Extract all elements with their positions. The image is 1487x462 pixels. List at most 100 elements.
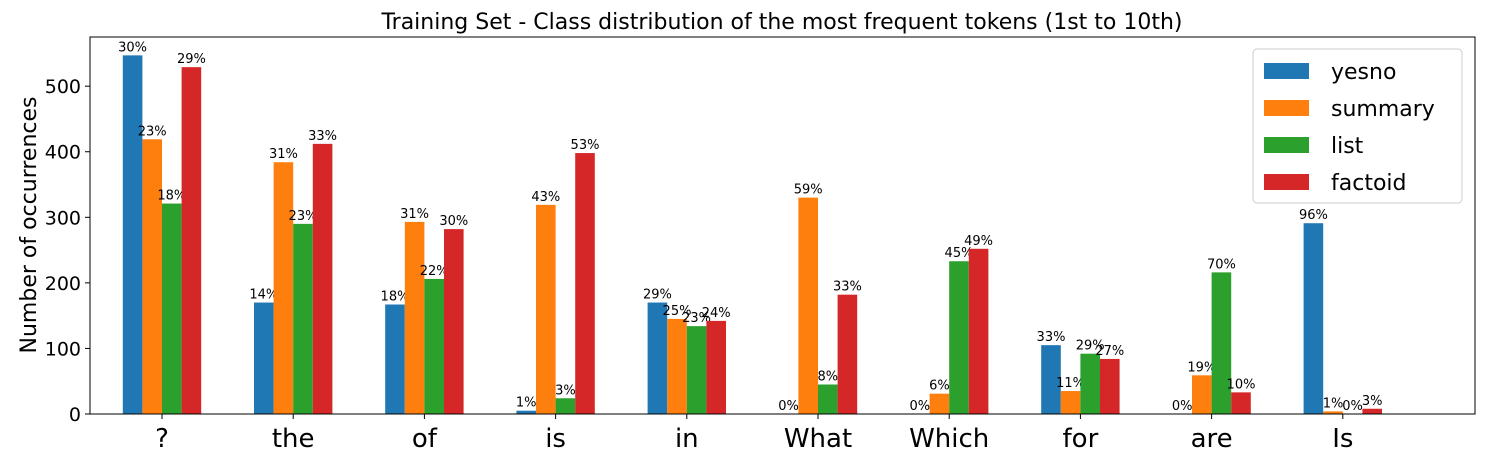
bar-summary-3: [536, 204, 556, 414]
bar-summary-5: [798, 197, 818, 414]
bar-factoid-1: [312, 143, 333, 414]
bar-label-summary-9: 1%: [1323, 396, 1344, 411]
y-axis-label: Number of occurrences: [17, 97, 42, 354]
x-tick-label: Which: [909, 424, 989, 454]
y-tick-label: 500: [45, 76, 81, 98]
bar-label-yesno-8: 0%: [1172, 399, 1193, 414]
bar-label-yesno-9: 96%: [1299, 208, 1328, 223]
legend-swatch-list: [1264, 137, 1309, 153]
legend-label-yesno: yesno: [1331, 60, 1396, 85]
bar-label-list-5: 8%: [817, 370, 838, 385]
x-tick-label: What: [784, 424, 852, 454]
bar-label-list-0: 18%: [157, 189, 186, 204]
bar-yesno-4: [647, 302, 668, 414]
bar-summary-7: [1060, 391, 1081, 414]
bar-summary-4: [667, 318, 687, 414]
bar-yesno-7: [1041, 345, 1061, 414]
plot-area: 30% 14% 18% 1% 29% 0% 0% 33% 0% 96% 23% 31% 31% 43% 25…: [45, 36, 1476, 454]
bar-list-6: [949, 261, 969, 414]
bar-label-factoid-9: 3%: [1362, 394, 1383, 409]
bar-label-summary-7: 11%: [1056, 376, 1085, 391]
bar-label-summary-8: 19%: [1187, 360, 1216, 375]
bar-label-yesno-2: 18%: [381, 290, 410, 305]
y-tick-label: 300: [45, 207, 81, 229]
bar-factoid-3: [575, 153, 595, 415]
bar-label-yesno-6: 0%: [909, 399, 930, 414]
chart-title: Training Set - Class distribution of the…: [380, 10, 1182, 35]
bar-label-list-2: 22%: [420, 264, 449, 279]
bar-summary-6: [929, 393, 950, 414]
bar-label-factoid-2: 30%: [439, 214, 468, 229]
bar-label-list-8: 70%: [1207, 257, 1236, 272]
bar-label-factoid-3: 53%: [571, 138, 600, 153]
x-tick-label: are: [1191, 424, 1233, 454]
bar-yesno-2: [385, 304, 405, 414]
bar-label-summary-3: 43%: [531, 190, 560, 205]
bar-summary-9: [1323, 411, 1343, 414]
bar-label-yesno-0: 30%: [118, 40, 147, 55]
bar-label-yesno-1: 14%: [249, 288, 278, 303]
bar-summary-2: [404, 221, 425, 414]
bar-label-list-3: 3%: [555, 383, 576, 398]
x-tick-label: in: [675, 424, 699, 454]
bar-label-list-6: 45%: [945, 246, 974, 261]
bar-label-yesno-4: 29%: [643, 288, 672, 303]
bar-list-1: [293, 223, 313, 414]
bar-label-summary-5: 59%: [794, 183, 823, 198]
bar-label-list-4: 23%: [682, 311, 711, 326]
plot-frame: [89, 36, 1476, 415]
bar-yesno-0: [122, 55, 143, 415]
bar-label-factoid-0: 29%: [177, 52, 206, 67]
legend: yesno summary list factoid: [1252, 48, 1463, 204]
bar-label-yesno-3: 1%: [516, 396, 537, 411]
bar-label-factoid-7: 27%: [1095, 344, 1124, 359]
x-tick-label: Is: [1332, 424, 1353, 454]
bar-factoid-9: [1362, 408, 1382, 414]
legend-swatch-factoid: [1264, 174, 1309, 190]
bar-yesno-9: [1303, 223, 1324, 414]
bar-label-summary-4: 25%: [663, 304, 692, 319]
legend-label-list: list: [1331, 134, 1364, 159]
bar-label-summary-0: 23%: [138, 124, 167, 139]
bar-list-2: [424, 278, 444, 414]
bar-factoid-8: [1231, 392, 1251, 414]
bar-label-summary-2: 31%: [400, 207, 429, 222]
y-tick-label: 0: [69, 404, 81, 426]
legend-swatch-summary: [1264, 100, 1309, 116]
legend-label-factoid: factoid: [1331, 171, 1407, 196]
bar-yesno-1: [254, 302, 274, 414]
bar-yesno-3: [516, 410, 536, 414]
bar-label-summary-1: 31%: [269, 147, 298, 162]
legend-box: [1252, 48, 1463, 204]
bar-list-0: [162, 203, 182, 414]
bar-factoid-4: [706, 320, 726, 414]
bar-label-factoid-4: 24%: [702, 306, 731, 321]
bar-label-list-7: 29%: [1076, 339, 1105, 354]
bar-list-8: [1211, 272, 1232, 414]
bar-factoid-7: [1100, 358, 1120, 414]
x-tick-label: ?: [155, 424, 169, 454]
bar-summary-1: [273, 162, 294, 414]
x-tick-label: is: [545, 424, 566, 454]
bar-label-summary-6: 6%: [929, 379, 950, 394]
bar-factoid-5: [837, 294, 858, 414]
bar-list-3: [555, 398, 576, 414]
bar-factoid-6: [968, 248, 989, 414]
bar-list-5: [818, 384, 838, 414]
x-tick-label: for: [1063, 424, 1099, 454]
bar-label-factoid-6: 49%: [964, 234, 993, 249]
bar-list-7: [1080, 353, 1100, 414]
bar-summary-0: [142, 139, 162, 414]
x-tick-label: of: [412, 424, 438, 454]
bar-label-factoid-5: 33%: [833, 280, 862, 295]
bar-label-list-1: 23%: [289, 209, 318, 224]
bar-label-yesno-7: 33%: [1037, 330, 1066, 345]
bar-label-factoid-1: 33%: [308, 129, 337, 144]
bar-factoid-2: [444, 229, 464, 414]
bar-label-list-9: 0%: [1342, 399, 1363, 414]
bar-summary-8: [1192, 375, 1212, 414]
legend-label-summary: summary: [1331, 97, 1435, 122]
y-tick-label: 200: [45, 273, 81, 295]
bar-label-yesno-5: 0%: [778, 399, 799, 414]
